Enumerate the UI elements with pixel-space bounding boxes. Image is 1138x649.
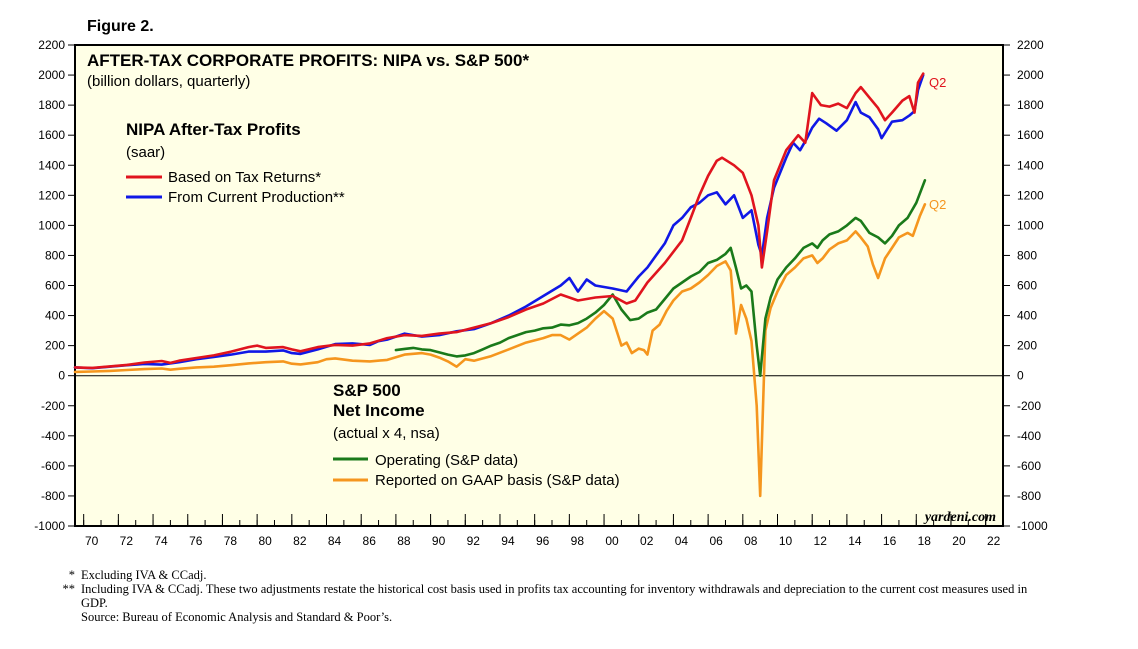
x-tick-label: 96 bbox=[536, 534, 550, 548]
series-layer bbox=[73, 72, 927, 498]
legend-nipa-heading: NIPA After-Tax Profits bbox=[126, 120, 301, 139]
x-tick-label: 02 bbox=[640, 534, 654, 548]
legend-sp500-heading2: Net Income bbox=[333, 401, 425, 420]
chart-title: AFTER-TAX CORPORATE PROFITS: NIPA vs. S&… bbox=[87, 51, 529, 70]
x-tick-label: 04 bbox=[675, 534, 689, 548]
x-tick-label: 78 bbox=[224, 534, 238, 548]
x-tick-label: 88 bbox=[397, 534, 411, 548]
x-tick-label: 08 bbox=[744, 534, 758, 548]
x-tick-label: 86 bbox=[363, 534, 377, 548]
legend-label-operating: Operating (S&P data) bbox=[375, 452, 518, 469]
y-tick-label-left: 800 bbox=[45, 248, 65, 262]
legend-sp500-subheading: (actual x 4, nsa) bbox=[333, 425, 440, 442]
y-tick-label-right: -800 bbox=[1017, 489, 1041, 503]
x-tick-label: 84 bbox=[328, 534, 342, 548]
x-axis: 70 72 74 76 78 80 82 84 86 88 90 92 94 96 98 00 02 04 06 08… bbox=[83, 514, 1001, 548]
x-tick-label: 14 bbox=[848, 534, 862, 548]
x-tick-label: 90 bbox=[432, 534, 446, 548]
footnote-1-mark: * bbox=[68, 568, 75, 582]
y-tick-label-right: 1800 bbox=[1017, 98, 1044, 112]
y-tick-label-left: 1600 bbox=[38, 128, 65, 142]
y-tick-label-left: 0 bbox=[58, 369, 65, 383]
y-axis-left: 2200200018001600140012001000800600400200… bbox=[34, 38, 75, 533]
y-tick-label-left: 400 bbox=[45, 309, 65, 323]
series-line-operating-s-p-data bbox=[394, 179, 927, 377]
x-tick-label: 98 bbox=[571, 534, 585, 548]
legend-label-tax-returns: Based on Tax Returns* bbox=[168, 169, 321, 186]
y-tick-label-left: 200 bbox=[45, 339, 65, 353]
x-tick-label: 80 bbox=[258, 534, 272, 548]
y-tick-label-right: 800 bbox=[1017, 248, 1037, 262]
figure-label: Figure 2. bbox=[87, 18, 154, 35]
y-tick-label-left: -400 bbox=[41, 429, 65, 443]
legend-sp500-heading: S&P 500 bbox=[333, 381, 401, 400]
y-tick-label-right: 1600 bbox=[1017, 128, 1044, 142]
x-tick-label: 92 bbox=[467, 534, 481, 548]
y-tick-label-right: -200 bbox=[1017, 399, 1041, 413]
y-tick-label-right: -400 bbox=[1017, 429, 1041, 443]
y-tick-label-left: -600 bbox=[41, 459, 65, 473]
y-tick-label-left: 600 bbox=[45, 279, 65, 293]
footnote-1-text: Excluding IVA & CCadj. bbox=[81, 568, 207, 582]
y-tick-label-right: -1000 bbox=[1017, 519, 1048, 533]
x-tick-label: 76 bbox=[189, 534, 203, 548]
legend-sp500: S&P 500 Net Income (actual x 4, nsa) Ope… bbox=[333, 381, 620, 489]
annotation-q2-orange: Q2 bbox=[929, 197, 946, 212]
source-text: Source: Bureau of Economic Analysis and … bbox=[81, 610, 393, 624]
y-tick-label-left: 2200 bbox=[38, 38, 65, 52]
x-tick-label: 18 bbox=[918, 534, 932, 548]
legend-label-gaap: Reported on GAAP basis (S&P data) bbox=[375, 472, 620, 489]
y-tick-label-right: 1200 bbox=[1017, 188, 1044, 202]
footnote-source: Source: Bureau of Economic Analysis and … bbox=[55, 610, 1055, 624]
y-tick-label-right: 2200 bbox=[1017, 38, 1044, 52]
footnote-source-mark bbox=[55, 610, 81, 624]
series-line-from-current-production bbox=[73, 73, 925, 370]
x-tick-label: 74 bbox=[154, 534, 168, 548]
footnote-2-mark: ** bbox=[62, 582, 76, 596]
y-tick-label-left: -1000 bbox=[34, 519, 65, 533]
y-tick-label-right: 2000 bbox=[1017, 68, 1044, 82]
watermark: yardeni.com bbox=[923, 510, 996, 525]
footnote-1: * Excluding IVA & CCadj. bbox=[55, 568, 1055, 582]
y-tick-label-right: 600 bbox=[1017, 279, 1037, 293]
y-tick-label-left: -800 bbox=[41, 489, 65, 503]
y-tick-label-left: -200 bbox=[41, 399, 65, 413]
x-tick-label: 16 bbox=[883, 534, 897, 548]
series-line-reported-on-gaap-basis-s-p-data bbox=[73, 203, 927, 498]
x-tick-label: 70 bbox=[85, 534, 99, 548]
y-tick-label-left: 1200 bbox=[38, 188, 65, 202]
annotation-q2-red: Q2 bbox=[929, 75, 946, 90]
y-tick-label-right: 200 bbox=[1017, 339, 1037, 353]
footnote-2: ** Including IVA & CCadj. These two adju… bbox=[55, 582, 1055, 610]
y-tick-label-left: 1400 bbox=[38, 158, 65, 172]
x-tick-label: 06 bbox=[709, 534, 723, 548]
chart-subtitle: (billion dollars, quarterly) bbox=[87, 73, 250, 90]
y-tick-label-left: 2000 bbox=[38, 68, 65, 82]
y-tick-label-right: 1400 bbox=[1017, 158, 1044, 172]
x-tick-label: 00 bbox=[605, 534, 619, 548]
plot-area bbox=[74, 44, 1004, 527]
y-tick-label-left: 1800 bbox=[38, 98, 65, 112]
x-tick-label: 20 bbox=[952, 534, 966, 548]
x-tick-label: 94 bbox=[501, 534, 515, 548]
y-axis-right: 2200200018001600140012001000800600400200… bbox=[1003, 38, 1048, 533]
y-tick-label-left: 1000 bbox=[38, 218, 65, 232]
y-tick-label-right: 0 bbox=[1017, 369, 1024, 383]
x-tick-label: 82 bbox=[293, 534, 307, 548]
footnotes: * Excluding IVA & CCadj. ** Including IV… bbox=[55, 568, 1055, 624]
y-tick-label-right: 1000 bbox=[1017, 218, 1044, 232]
x-tick-label: 22 bbox=[987, 534, 1001, 548]
y-tick-label-right: 400 bbox=[1017, 309, 1037, 323]
footnote-2-text: Including IVA & CCadj. These two adjustm… bbox=[81, 582, 1028, 610]
x-tick-label: 72 bbox=[120, 534, 134, 548]
series-line-based-on-tax-returns bbox=[73, 72, 925, 370]
x-tick-label: 12 bbox=[814, 534, 828, 548]
legend-nipa-subheading: (saar) bbox=[126, 144, 165, 161]
y-tick-label-right: -600 bbox=[1017, 459, 1041, 473]
legend-label-current-production: From Current Production** bbox=[168, 189, 345, 206]
legend-nipa: NIPA After-Tax Profits (saar) Based on T… bbox=[126, 120, 345, 206]
x-tick-label: 10 bbox=[779, 534, 793, 548]
